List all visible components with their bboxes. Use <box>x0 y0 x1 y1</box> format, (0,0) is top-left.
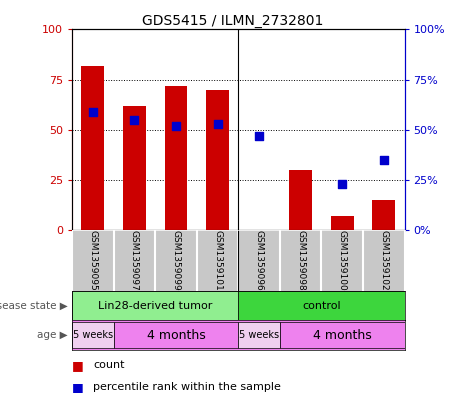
Text: GSM1359095: GSM1359095 <box>88 230 97 291</box>
Point <box>339 181 346 187</box>
Bar <box>372 200 395 230</box>
Text: ■: ■ <box>72 380 84 393</box>
Text: Lin28-derived tumor: Lin28-derived tumor <box>98 301 213 310</box>
Text: 4 months: 4 months <box>146 329 206 342</box>
Bar <box>123 106 146 230</box>
Point <box>172 123 179 129</box>
Bar <box>331 216 354 230</box>
Point <box>89 108 97 115</box>
Bar <box>206 90 229 230</box>
Bar <box>165 86 187 230</box>
Point <box>131 116 138 123</box>
Text: GSM1359102: GSM1359102 <box>379 230 388 291</box>
Bar <box>81 66 104 230</box>
Text: 5 weeks: 5 weeks <box>73 330 113 340</box>
Bar <box>113 322 239 348</box>
Bar <box>289 170 312 230</box>
Text: GSM1359099: GSM1359099 <box>172 230 180 291</box>
Bar <box>280 322 405 348</box>
Text: 4 months: 4 months <box>313 329 372 342</box>
Text: GSM1359096: GSM1359096 <box>255 230 264 291</box>
Point <box>380 156 387 163</box>
Text: GSM1359097: GSM1359097 <box>130 230 139 291</box>
Text: control: control <box>302 301 341 310</box>
Text: ■: ■ <box>72 359 84 372</box>
Text: age ▶: age ▶ <box>37 330 67 340</box>
Text: GSM1359100: GSM1359100 <box>338 230 347 291</box>
Bar <box>239 322 280 348</box>
Text: 5 weeks: 5 weeks <box>239 330 279 340</box>
Point <box>214 121 221 127</box>
Text: disease state ▶: disease state ▶ <box>0 301 67 310</box>
Bar <box>72 322 113 348</box>
Text: GDS5415 / ILMN_2732801: GDS5415 / ILMN_2732801 <box>142 14 323 28</box>
Text: percentile rank within the sample: percentile rank within the sample <box>93 382 281 392</box>
Text: GSM1359098: GSM1359098 <box>296 230 305 291</box>
Bar <box>239 291 405 320</box>
Point <box>255 132 263 139</box>
Text: GSM1359101: GSM1359101 <box>213 230 222 291</box>
Text: count: count <box>93 360 125 371</box>
Bar <box>72 291 239 320</box>
